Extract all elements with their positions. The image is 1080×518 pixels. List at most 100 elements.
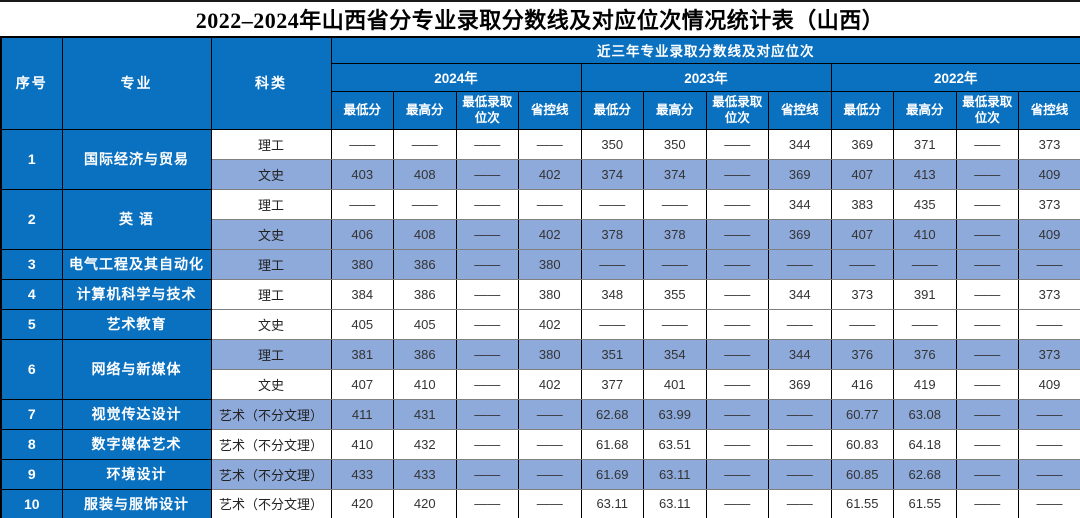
- header-min-score-2024: 最低分: [330, 90, 394, 130]
- category-cell: 文史: [210, 368, 332, 400]
- score-cell: ——: [705, 458, 769, 490]
- category-cell: 艺术（不分文理）: [210, 428, 332, 460]
- score-cell: 402: [518, 368, 582, 400]
- score-cell: ——: [643, 248, 707, 280]
- score-cell: 420: [393, 488, 457, 518]
- table-row: 文史 407 410 —— 402 377 401 —— 369 416 419 —— 409: [1, 368, 1080, 400]
- score-cell: ——: [518, 458, 582, 490]
- score-cell: ——: [518, 188, 582, 220]
- score-cell: 378: [643, 218, 707, 250]
- score-cell: 432: [393, 428, 457, 460]
- table-row: 4 计算机科学与技术 理工 384 386 —— 380 348 355 —— 344 373 391—…: [0, 278, 1080, 310]
- score-cell: 407: [330, 368, 394, 400]
- category-cell: 理工: [210, 128, 332, 160]
- score-cell: 410: [893, 218, 957, 250]
- row-index-cell: 10: [0, 488, 63, 518]
- score-cell: ——: [393, 128, 457, 160]
- score-cell: 373: [1018, 128, 1080, 160]
- score-cell: ——: [955, 488, 1019, 518]
- score-cell: ——: [455, 338, 519, 370]
- score-cell: 62.68: [580, 398, 644, 430]
- category-cell: 理工: [210, 278, 332, 310]
- score-cell: 64.18: [893, 428, 957, 460]
- score-cell: ——: [1018, 308, 1080, 340]
- score-cell: ——: [830, 308, 894, 340]
- score-cell: ——: [705, 188, 769, 220]
- major-name-cell: 服装与服饰设计: [61, 488, 212, 518]
- score-cell: ——: [455, 278, 519, 310]
- score-cell: 386: [393, 248, 457, 280]
- category-cell: 文史: [210, 308, 332, 340]
- score-cell: 420: [330, 488, 394, 518]
- score-cell: 383: [830, 188, 894, 220]
- page-title: 2022–2024年山西省分专业录取分数线及对应位次情况统计表（山西）: [0, 2, 1080, 36]
- score-cell: ——: [455, 128, 519, 160]
- score-cell: 410: [393, 368, 457, 400]
- score-cell: 63.08: [893, 398, 957, 430]
- score-cell: 63.11: [643, 458, 707, 490]
- score-cell: ——: [705, 128, 769, 160]
- score-cell: ——: [955, 218, 1019, 250]
- category-cell: 文史: [210, 158, 332, 190]
- page-title-text: 2022–2024年山西省分专业录取分数线及对应位次情况统计表（山西）: [195, 8, 885, 33]
- score-cell: 403: [330, 158, 394, 190]
- score-cell: 376: [893, 338, 957, 370]
- score-cell: 355: [643, 278, 707, 310]
- score-cell: ——: [580, 308, 644, 340]
- score-cell: ——: [768, 308, 832, 340]
- score-cell: ——: [955, 368, 1019, 400]
- score-cell: 408: [393, 158, 457, 190]
- score-cell: 405: [393, 308, 457, 340]
- score-cell: ——: [705, 398, 769, 430]
- score-cell: 380: [518, 248, 582, 280]
- table-row: 7 视觉传达设计 艺术（不分文理） 411 431 —— —— 62.68 63.99 —— —— 6…: [0, 398, 1080, 430]
- score-cell: 416: [830, 368, 894, 400]
- score-cell: 401: [643, 368, 707, 400]
- score-cell: 433: [330, 458, 394, 490]
- score-cell: 344: [768, 338, 832, 370]
- row-index-cell: 8: [0, 428, 63, 460]
- score-cell: ——: [705, 278, 769, 310]
- score-cell: ——: [518, 398, 582, 430]
- header-max-score-2024: 最高分: [393, 90, 457, 130]
- header-min-rank-2022: 最低录取位次: [955, 90, 1019, 130]
- score-cell: ——: [580, 188, 644, 220]
- score-cell: ——: [955, 458, 1019, 490]
- category-cell: 艺术（不分文理）: [210, 398, 332, 430]
- score-cell: ——: [1018, 428, 1080, 460]
- header-control-line-2022: 省控线: [1018, 90, 1080, 130]
- score-cell: 391: [893, 278, 957, 310]
- category-cell: 理工: [210, 188, 332, 220]
- table-row: 6 网络与新媒体 理工 381 386 —— 380 351 354 —— 344 376 376 —— 3…: [0, 338, 1080, 400]
- score-cell: ——: [393, 188, 457, 220]
- score-cell: 374: [580, 158, 644, 190]
- major-name-cell: 国际经济与贸易: [61, 128, 212, 190]
- score-cell: ——: [330, 128, 394, 160]
- score-cell: 409: [1018, 218, 1080, 250]
- score-cell: 63.51: [643, 428, 707, 460]
- score-cell: ——: [1018, 458, 1080, 490]
- score-cell: ——: [455, 188, 519, 220]
- score-cell: 61.68: [580, 428, 644, 460]
- score-cell: 380: [330, 248, 394, 280]
- category-cell: 艺术（不分文理）: [210, 488, 332, 518]
- score-cell: ——: [705, 368, 769, 400]
- table-row: 3 电气工程及其自动化 理工 380 386 —— 380 —— —— —— —— —— —— —— ——: [0, 248, 1080, 280]
- score-cell: 63.99: [643, 398, 707, 430]
- score-cell: 369: [768, 158, 832, 190]
- score-cell: 433: [393, 458, 457, 490]
- score-cell: 371: [893, 128, 957, 160]
- admission-scores-table: 序号 专业 科类 近三年专业录取分数线及对应位次 2024年 2023年 202…: [0, 36, 1080, 518]
- score-cell: 348: [580, 278, 644, 310]
- score-cell: 344: [768, 278, 832, 310]
- major-name-cell: 环境设计: [61, 458, 212, 490]
- score-cell: ——: [455, 488, 519, 518]
- header-year-2022: 2022年: [830, 62, 1080, 92]
- header-category: 科类: [210, 36, 332, 130]
- score-cell: 406: [330, 218, 394, 250]
- header-major: 专业: [61, 36, 212, 130]
- score-cell: 405: [330, 308, 394, 340]
- score-cell: 409: [1018, 158, 1080, 190]
